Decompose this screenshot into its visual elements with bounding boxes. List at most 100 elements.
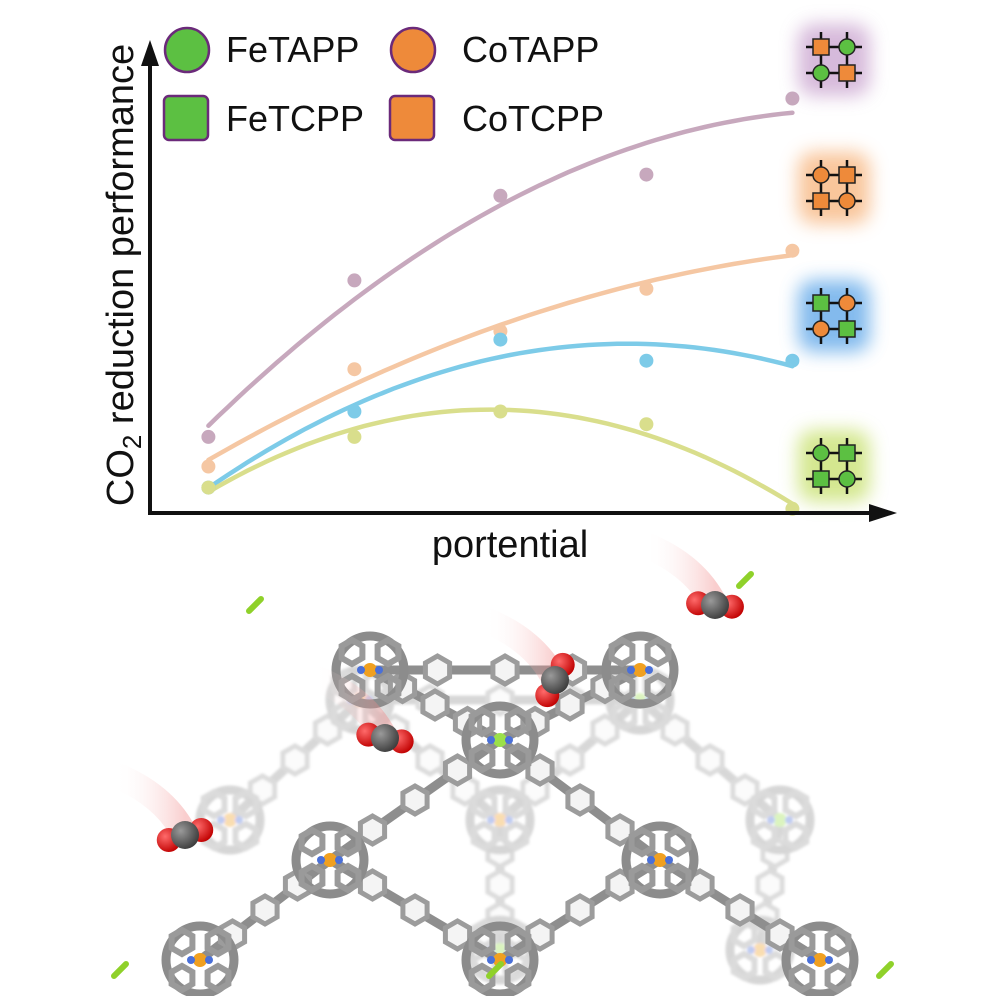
icon-glow <box>798 280 870 352</box>
linker-ring <box>250 893 280 927</box>
legend-marker-cotcpp <box>388 94 436 142</box>
legend-item-fetcpp: FeTCPP <box>162 94 364 142</box>
icon-node <box>812 192 830 210</box>
y-axis-label: CO2 reduction performance <box>100 44 147 506</box>
legend-item-cotcpp: CoTCPP <box>388 94 604 142</box>
linker-ring <box>490 653 520 687</box>
porphyrin-node <box>161 921 239 996</box>
legend-label-cotcpp: CoTCPP <box>462 98 604 139</box>
co2-molecule <box>302 665 414 754</box>
legend-marker-cotapp <box>389 26 437 74</box>
series-3-point <box>347 429 362 444</box>
y-axis-label-subscript: 2 <box>117 435 147 449</box>
porphyrin-node <box>291 821 369 899</box>
linker-ring <box>442 918 473 952</box>
co2-molecule <box>632 532 744 619</box>
series-0-point <box>201 429 216 444</box>
porphyrin-node <box>461 921 539 996</box>
legend-label-fetapp: FeTAPP <box>226 29 359 70</box>
icon-glow <box>798 152 870 224</box>
porphyrin-node <box>461 701 539 779</box>
framework-end-cap <box>486 961 504 979</box>
framework-end-cap <box>876 961 894 979</box>
series-2-point <box>639 353 654 368</box>
icon-node <box>838 320 856 338</box>
icon-node <box>812 64 830 82</box>
series-3-point <box>639 417 654 432</box>
y-axis-arrowhead <box>141 40 159 66</box>
linker-ring <box>695 743 725 777</box>
series-2-point <box>347 404 362 419</box>
icon-node <box>838 470 856 488</box>
icon-glow <box>798 430 870 502</box>
co2-molecule <box>102 762 214 853</box>
series-0-point <box>493 188 508 203</box>
legend-marker-fetapp <box>163 26 211 74</box>
y-axis-label-rest: reduction performance <box>100 44 142 435</box>
icon-node <box>812 470 830 488</box>
linker-ring <box>755 868 785 902</box>
icon-node <box>812 294 830 312</box>
x-axis-label: portential <box>432 524 588 566</box>
porphyrin-node <box>621 821 699 899</box>
icon-node <box>838 444 856 462</box>
linker-ring <box>605 813 635 847</box>
icon-node <box>838 64 856 82</box>
series-3-curve <box>206 407 795 507</box>
linker-ring <box>420 688 450 722</box>
legend-label-cotapp: CoTAPP <box>462 29 599 70</box>
linker-ring <box>555 688 585 722</box>
porphyrin-node <box>601 631 679 709</box>
legend: FeTAPP CoTAPP FeTCPP CoTCPP <box>162 26 604 142</box>
series-1-grid-icon <box>798 152 870 224</box>
icon-node <box>812 38 830 56</box>
axes <box>141 40 897 522</box>
icon-node <box>838 166 856 184</box>
icon-node <box>838 294 856 312</box>
framework-illustration <box>102 532 910 996</box>
series-curves <box>206 110 795 507</box>
linker-ring <box>400 783 430 817</box>
series-1-point <box>639 281 654 296</box>
linker-ring <box>725 893 755 927</box>
series-2-curve <box>206 341 795 491</box>
framework-end-cap <box>111 961 129 979</box>
icon-node <box>838 38 856 56</box>
series-3-point <box>201 480 216 495</box>
linker-ring <box>555 743 585 777</box>
series-3-point <box>493 404 508 419</box>
linker-ring <box>415 743 445 777</box>
series-1-point <box>785 243 800 258</box>
series-3-grid-icon <box>798 430 870 502</box>
series-grid-icons <box>798 24 870 502</box>
icon-node <box>838 192 856 210</box>
series-1-point <box>201 459 216 474</box>
linker-ring <box>357 813 388 847</box>
linker-ring <box>565 783 595 817</box>
series-0-curve <box>206 110 795 428</box>
linker-ring <box>485 868 515 902</box>
framework-end-cap <box>736 571 754 589</box>
icon-node <box>812 166 830 184</box>
legend-item-cotapp: CoTAPP <box>389 26 599 74</box>
linker-ring <box>280 743 310 777</box>
y-axis-label-main: CO <box>100 449 142 506</box>
linker-ring <box>400 893 430 927</box>
series-0-point <box>639 167 654 182</box>
series-0-point <box>347 273 362 288</box>
x-axis-arrowhead <box>869 504 897 522</box>
linker-ring <box>442 753 473 787</box>
icon-node <box>812 320 830 338</box>
icon-node <box>812 444 830 462</box>
porphyrin-node <box>781 921 859 996</box>
series-2-grid-icon <box>798 280 870 352</box>
legend-marker-fetcpp <box>162 94 210 142</box>
framework-end-cap <box>246 596 264 614</box>
series-2-point <box>493 332 508 347</box>
icon-glow <box>798 24 870 96</box>
series-0-grid-icon <box>798 24 870 96</box>
linker-ring <box>422 653 453 687</box>
linker-ring <box>565 893 595 927</box>
porphyrin-node <box>465 785 535 855</box>
